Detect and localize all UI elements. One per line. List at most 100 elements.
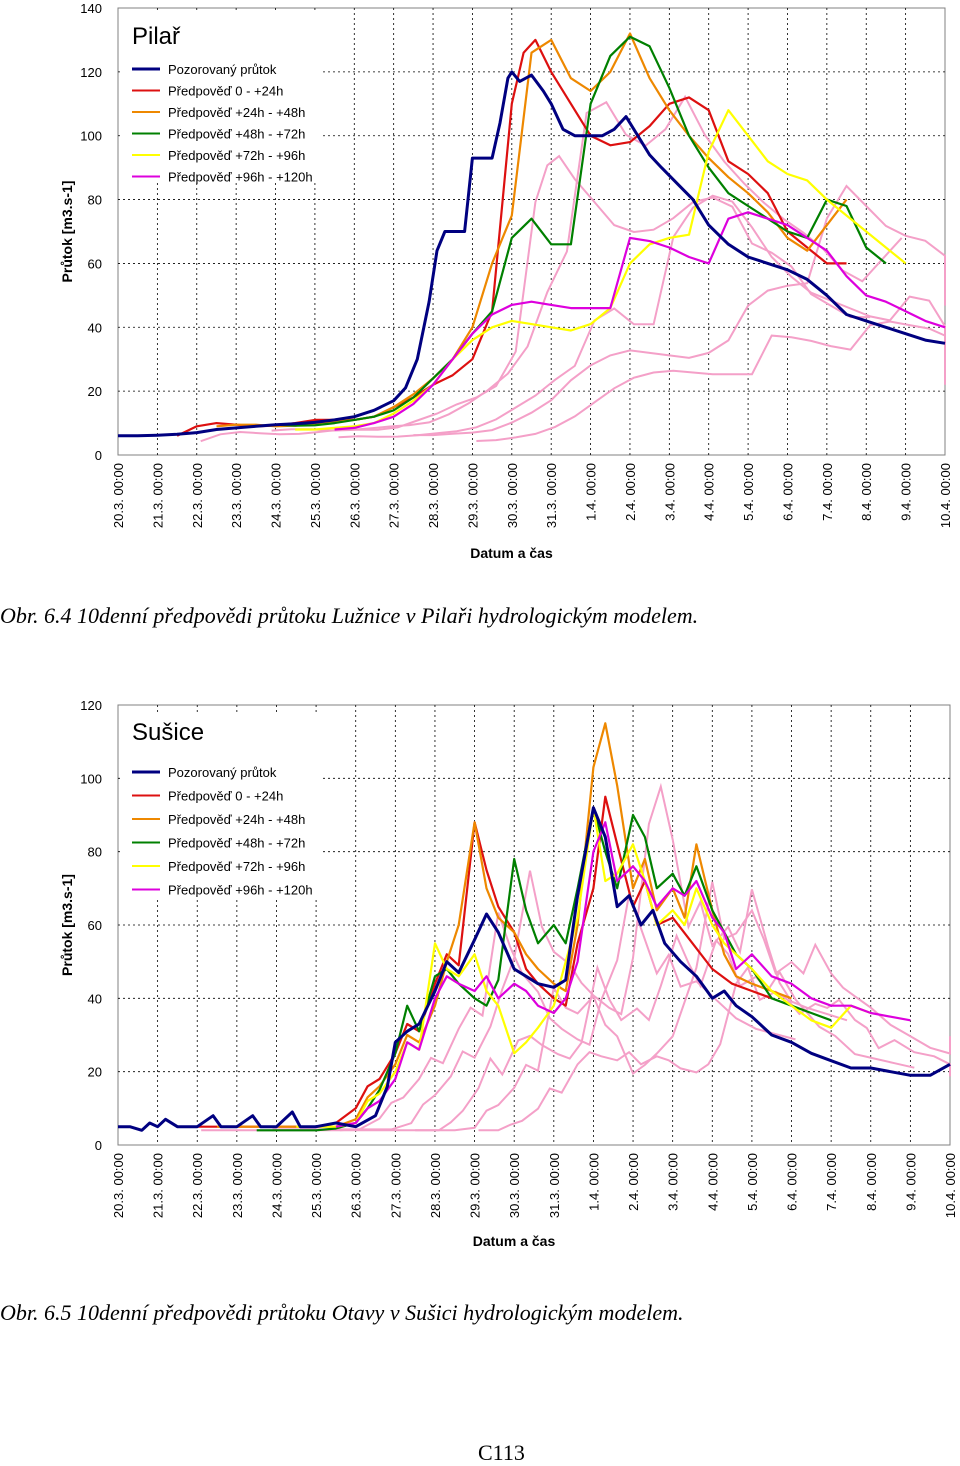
x-tick-label: 28.3. 00:00 <box>428 1153 443 1218</box>
series-line-observed <box>118 806 951 1132</box>
x-tick-label: 23.3. 00:00 <box>229 463 244 528</box>
x-tick-label: 8.4. 00:00 <box>859 463 874 521</box>
page-number: C113 <box>478 1440 525 1465</box>
y-tick-label: 60 <box>88 256 102 271</box>
ensemble-forecast-line <box>413 184 946 437</box>
legend-label: Předpověď +72h - +96h <box>168 859 305 874</box>
series-line-forecast <box>255 35 887 428</box>
y-axis-title: Průtok [m3.s-1] <box>59 181 75 283</box>
y-tick-label: 60 <box>88 918 102 933</box>
chart-title: Sušice <box>132 719 204 746</box>
y-tick-label: 100 <box>80 771 102 786</box>
series-line-forecast <box>335 821 911 1128</box>
ensemble-forecast-line <box>200 154 871 443</box>
x-tick-label: 6.4. 00:00 <box>785 1153 800 1211</box>
x-tick-label: 10.4. 00:00 <box>943 1153 958 1218</box>
x-axis-title: Datum a čas <box>470 545 553 561</box>
x-tick-label: 10.4. 00:00 <box>938 463 953 528</box>
x-tick-label: 2.4. 00:00 <box>626 1153 641 1211</box>
ensemble-forecast-line <box>476 320 946 442</box>
y-tick-label: 120 <box>80 698 102 713</box>
x-tick-label: 1.4. 00:00 <box>584 463 599 521</box>
x-tick-label: 20.3. 00:00 <box>111 1153 126 1218</box>
y-tick-label: 140 <box>80 1 102 16</box>
x-tick-label: 27.3. 00:00 <box>387 463 402 528</box>
x-tick-label: 24.3. 00:00 <box>269 463 284 528</box>
ensemble-forecast-line <box>338 194 946 439</box>
x-tick-label: 2.4. 00:00 <box>623 463 638 521</box>
figure-caption-6-4: Obr. 6.4 10denní předpovědi průtoku Lužn… <box>0 603 699 628</box>
x-tick-label: 27.3. 00:00 <box>388 1153 403 1218</box>
y-tick-label: 80 <box>88 845 102 860</box>
plot-area <box>117 7 946 456</box>
y-tick-label: 20 <box>88 384 102 399</box>
x-tick-label: 30.3. 00:00 <box>507 1153 522 1218</box>
legend-label: Předpověď +48h - +72h <box>168 127 305 142</box>
ensemble-forecast-line <box>415 881 951 1132</box>
series-line-forecast <box>334 211 946 431</box>
x-tick-label: 21.3. 00:00 <box>151 1153 166 1218</box>
x-tick-label: 31.3. 00:00 <box>544 463 559 528</box>
legend-label: Předpověď +48h - +72h <box>168 836 305 851</box>
x-tick-label: 9.4. 00:00 <box>899 463 914 521</box>
x-tick-label: 25.3. 00:00 <box>308 463 323 528</box>
x-tick-label: 8.4. 00:00 <box>864 1153 879 1211</box>
x-tick-label: 6.4. 00:00 <box>780 463 795 521</box>
chart-pilar: 0 20 40 60 80 100 120 140 20.3. 00:00 21.3. 00:00… <box>59 1 953 561</box>
x-tick-label: 3.4. 00:00 <box>662 463 677 521</box>
x-tick-label: 4.4. 00:00 <box>702 463 717 521</box>
y-tick-label: 40 <box>88 320 102 335</box>
x-tick-label: 7.4. 00:00 <box>820 463 835 521</box>
y-tick-label: 0 <box>95 448 102 463</box>
ensemble-forecast-line <box>339 933 915 1132</box>
x-tick-label: 26.3. 00:00 <box>349 1153 364 1218</box>
legend-box <box>122 712 320 900</box>
legend-box <box>122 12 322 182</box>
x-tick-label: 30.3. 00:00 <box>505 463 520 528</box>
x-tick-label: 26.3. 00:00 <box>347 463 362 528</box>
ensemble-forecast-line <box>271 94 903 432</box>
legend-label: Pozorovaný průtok <box>168 765 277 780</box>
x-tick-label: 28.3. 00:00 <box>426 463 441 528</box>
x-tick-label: 5.4. 00:00 <box>741 463 756 521</box>
legend-label: Předpověď +96h - +120h <box>168 170 313 185</box>
series-line-forecast <box>256 806 832 1132</box>
legend-label: Pozorovaný průtok <box>168 62 277 77</box>
x-tick-label: 20.3. 00:00 <box>111 463 126 528</box>
legend-label: Předpověď +72h - +96h <box>168 148 305 163</box>
x-tick-label: 29.3. 00:00 <box>465 463 480 528</box>
x-tick-label: 4.4. 00:00 <box>705 1153 720 1211</box>
y-tick-label: 20 <box>88 1065 102 1080</box>
x-tick-label: 31.3. 00:00 <box>547 1153 562 1218</box>
y-tick-label: 40 <box>88 991 102 1006</box>
legend-label: Předpověď +24h - +48h <box>168 105 305 120</box>
x-tick-label: 25.3. 00:00 <box>309 1153 324 1218</box>
legend-label: Předpověď +96h - +120h <box>168 883 313 898</box>
x-tick-label: 5.4. 00:00 <box>745 1153 760 1211</box>
x-tick-label: 3.4. 00:00 <box>666 1153 681 1211</box>
legend-label: Předpověď 0 - +24h <box>168 789 283 804</box>
y-tick-label: 120 <box>80 65 102 80</box>
x-tick-label: 22.3. 00:00 <box>190 463 205 528</box>
chart-susice: 0 20 40 60 80 100 120 20.3. 00:00 21.3. 00:00 22.… <box>59 698 958 1249</box>
y-tick-label: 0 <box>95 1138 102 1153</box>
ensemble-forecast-line <box>272 782 848 1131</box>
legend-label: Předpověď +24h - +48h <box>168 812 305 827</box>
x-tick-label: 1.4. 00:00 <box>586 1153 601 1211</box>
y-tick-label: 80 <box>88 193 102 208</box>
x-tick-label: 7.4. 00:00 <box>824 1153 839 1211</box>
series-line-observed <box>118 70 946 438</box>
legend-label: Předpověď 0 - +24h <box>168 84 283 99</box>
x-tick-label: 9.4. 00:00 <box>903 1153 918 1211</box>
x-tick-label: 21.3. 00:00 <box>150 463 165 528</box>
x-tick-label: 22.3. 00:00 <box>190 1153 205 1218</box>
series-line-forecast <box>295 109 907 431</box>
y-tick-label: 100 <box>80 129 102 144</box>
y-axis-title: Průtok [m3.s-1] <box>59 874 75 976</box>
x-tick-label: 29.3. 00:00 <box>468 1153 483 1218</box>
x-tick-label: 24.3. 00:00 <box>269 1153 284 1218</box>
x-tick-label: 23.3. 00:00 <box>230 1153 245 1218</box>
figure-caption-6-5: Obr. 6.5 10denní předpovědi průtoku Otav… <box>0 1300 684 1325</box>
x-axis-title: Datum a čas <box>473 1233 556 1249</box>
ensemble-forecast-line <box>478 965 951 1132</box>
